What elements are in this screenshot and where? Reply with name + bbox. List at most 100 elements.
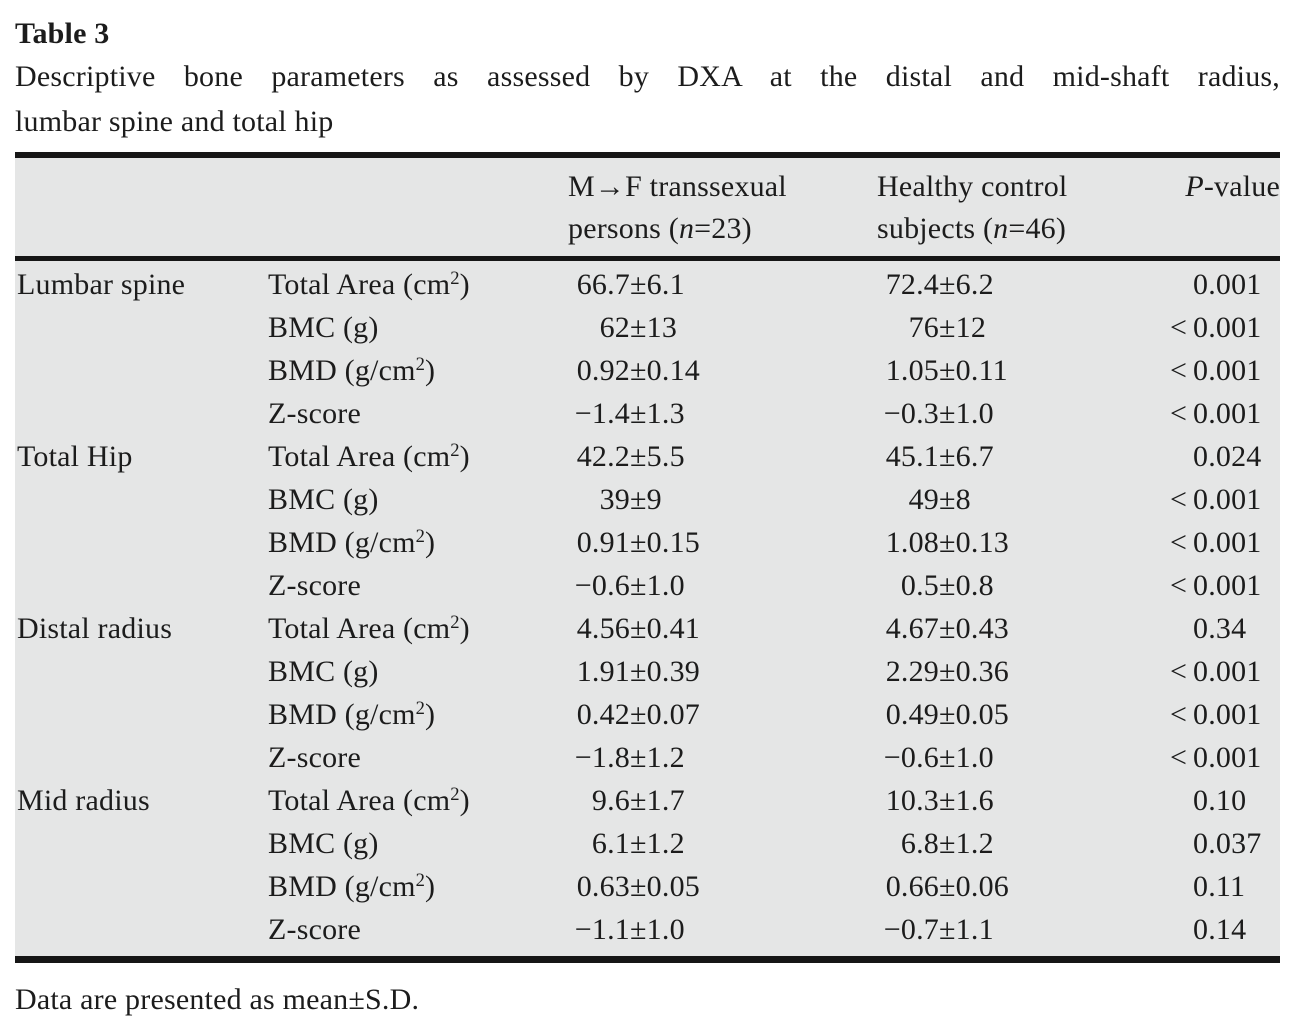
value-sd: 1.2 [646,741,685,774]
value-mean: 6.1 [591,827,630,860]
value-mean: 4.67 [885,612,939,645]
value-mean: 0.49 [885,698,939,731]
cell-site: Mid radius [17,784,150,817]
caption-line-2: lumbar spine and total hip [15,105,334,138]
dxa-bone-parameters-table: M→F transsexual persons (n=23) Healthy c… [15,152,1280,963]
table-row: BMD (g/cm2) 0.63±0.05 0.66±0.06 0.11 [15,865,1280,908]
cell-parameter: BMD (g/cm2) [268,526,436,559]
plus-minus-sign: ± [939,354,956,387]
mf-header-line1: M→F transsexual [568,170,787,203]
p-number: 0.001 [1193,655,1262,688]
plus-minus-sign: ± [630,397,647,430]
value-mean: 10.3 [885,784,939,817]
value-sd: 8 [955,483,971,516]
plus-minus-sign: ± [939,397,956,430]
plus-minus-sign: ± [939,698,956,731]
plus-minus-sign: ± [939,913,956,946]
less-than-sign: < [1170,569,1188,602]
cell-mf-value: −0.6±1.0 [568,564,877,607]
cell-mf-value: −1.8±1.2 [568,736,877,779]
cell-p-value: <0.001 [1170,736,1280,779]
cell-parameter: BMD (g/cm2) [268,698,436,731]
cell-parameter: BMC (g) [268,311,379,344]
value-sd: 0.05 [646,870,700,903]
cell-parameter: BMC (g) [268,483,379,516]
table-header-row: M→F transsexual persons (n=23) Healthy c… [15,158,1280,261]
p-number: 0.001 [1193,354,1262,387]
plus-minus-sign: ± [939,612,956,645]
value-mean: 0.91 [576,526,630,559]
control-header-line2: subjects (n=46) [877,212,1067,245]
p-number: 0.001 [1193,569,1262,602]
cell-control-value: 10.3±1.6 [877,779,1170,822]
plus-minus-sign: ± [939,655,956,688]
plus-minus-sign: ± [630,354,647,387]
plus-minus-sign: ± [939,483,956,516]
value-mean: 4.56 [576,612,630,645]
p-number: 0.001 [1193,526,1262,559]
cell-p-value: <0.001 [1170,521,1280,564]
cell-control-value: −0.7±1.1 [877,908,1170,951]
column-header-p-value: P-value [1185,170,1280,203]
cell-p-value: 0.14 [1170,908,1280,951]
plus-minus-sign: ± [630,311,647,344]
less-than-sign: < [1170,655,1188,688]
value-sd: 0.07 [646,698,700,731]
value-sd: 9 [646,483,662,516]
plus-minus-sign: ± [630,655,647,688]
plus-minus-sign: ± [939,569,956,602]
table-caption: Descriptive bone parameters as assessed … [15,54,1280,144]
value-mean: 45.1 [885,440,939,473]
value-sd: 12 [955,311,987,344]
plus-minus-sign: ± [939,827,956,860]
cell-parameter: Total Area (cm2) [268,440,470,473]
value-sd: 1.0 [955,397,994,430]
value-sd: 1.0 [646,913,685,946]
value-sd: 5.5 [646,440,685,473]
value-mean: 39 [599,483,630,516]
plus-minus-sign: ± [630,569,647,602]
p-number: 0.037 [1193,827,1262,860]
cell-control-value: 6.8±1.2 [877,822,1170,865]
plus-minus-sign: ± [630,913,647,946]
cell-mf-value: −1.1±1.0 [568,908,877,951]
table-label: Table 3 [15,17,110,50]
value-sd: 1.7 [646,784,685,817]
value-sd: 13 [646,311,678,344]
column-header-mf-group: M→F transsexual persons (n=23) [568,166,877,250]
value-mean: 0.42 [576,698,630,731]
cell-p-value: <0.001 [1170,693,1280,736]
p-number: 0.001 [1193,268,1262,301]
cell-site: Lumbar spine [17,268,186,301]
table-row: BMD (g/cm2) 0.91±0.15 1.08±0.13 <0.001 [15,521,1280,564]
cell-p-value: <0.001 [1170,478,1280,521]
table-row: Z-score −0.6±1.0 0.5±0.8 <0.001 [15,564,1280,607]
cell-control-value: 1.08±0.13 [877,521,1170,564]
value-sd: 1.6 [955,784,994,817]
plus-minus-sign: ± [939,526,956,559]
value-mean: −1.1 [574,913,630,946]
p-number: 0.024 [1193,440,1262,473]
value-mean: 1.08 [885,526,939,559]
table-row: BMC (g) 62±13 76±12 <0.001 [15,306,1280,349]
value-mean: −0.3 [883,397,939,430]
plus-minus-sign: ± [630,526,647,559]
cell-control-value: 0.66±0.06 [877,865,1170,908]
value-mean: 62 [599,311,630,344]
cell-p-value: <0.001 [1170,564,1280,607]
cell-mf-value: 0.92±0.14 [568,349,877,392]
cell-mf-value: 1.91±0.39 [568,650,877,693]
cell-control-value: 2.29±0.36 [877,650,1170,693]
cell-mf-value: 4.56±0.41 [568,607,877,650]
cell-p-value: 0.34 [1170,607,1280,650]
cell-p-value: <0.001 [1170,392,1280,435]
control-header-line1: Healthy control [877,170,1068,203]
cell-parameter: BMC (g) [268,655,379,688]
value-mean: 66.7 [576,268,630,301]
plus-minus-sign: ± [939,311,956,344]
cell-parameter: Total Area (cm2) [268,612,470,645]
value-sd: 1.0 [955,741,994,774]
cell-parameter: BMD (g/cm2) [268,354,436,387]
cell-p-value: 0.10 [1170,779,1280,822]
less-than-sign: < [1170,741,1188,774]
